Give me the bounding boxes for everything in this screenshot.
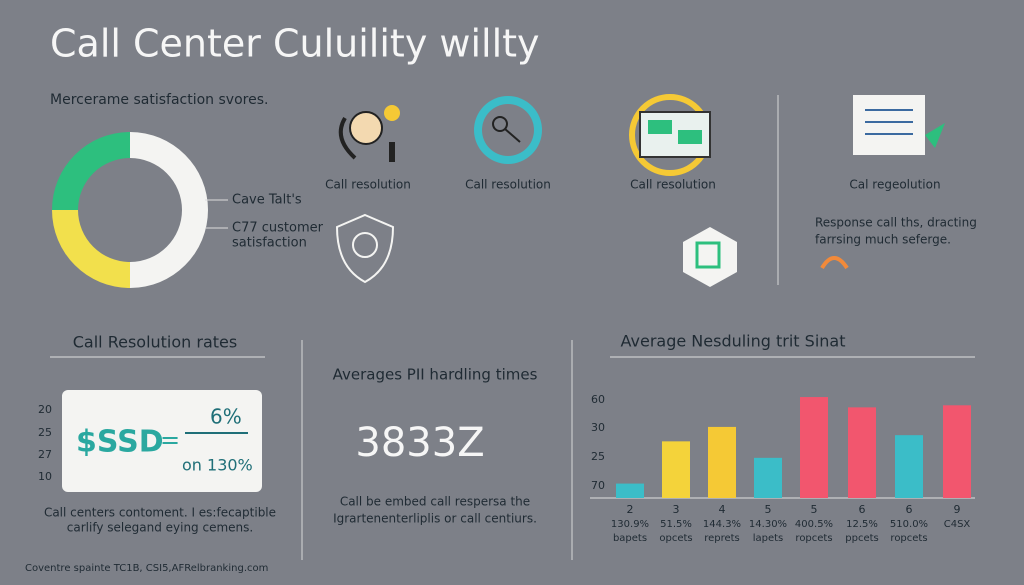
- x-tick-label: 6: [906, 503, 913, 516]
- donut-segment: [52, 210, 130, 288]
- note: farrsing much seferge.: [815, 233, 951, 247]
- chart-title: Average Nesduling trit Sinat: [621, 332, 846, 351]
- note: Response call ths, dracting: [815, 216, 977, 230]
- bar-sub-label: reprets: [704, 533, 740, 544]
- side-number: 25: [38, 426, 52, 439]
- bar-sub-label: 400.5%: [795, 519, 833, 530]
- side-number: 27: [38, 448, 52, 461]
- monitor-icon: [629, 94, 711, 176]
- bar: [616, 483, 644, 498]
- bar-sub-label: opcets: [659, 533, 692, 544]
- bar-sub-label: lapets: [753, 533, 784, 544]
- x-tick-label: 5: [765, 503, 772, 516]
- hex-icon: [683, 227, 737, 287]
- bar: [895, 435, 923, 498]
- legend-text: Cave Talt's: [232, 193, 302, 208]
- donut-segment: [130, 132, 208, 288]
- bar-sub-label: 12.5%: [846, 519, 878, 530]
- x-tick-label: 9: [954, 503, 961, 516]
- title: Call Center Culuility willty: [50, 22, 540, 66]
- x-tick-label: 4: [719, 503, 726, 516]
- bar-sub-label: ropcets: [890, 533, 927, 544]
- bar: [754, 457, 782, 498]
- y-tick-label: 30: [591, 421, 605, 434]
- subtitle: Mercerame satisfaction svores.: [50, 92, 268, 108]
- card-top: 6%: [210, 405, 242, 429]
- bar-sub-label: 130.9%: [611, 519, 649, 530]
- x-tick-label: 5: [811, 503, 818, 516]
- section-title: Call Resolution rates: [73, 333, 237, 352]
- card-bottom: on 130%: [182, 456, 253, 475]
- icon-label: Call resolution: [630, 178, 716, 192]
- x-tick-label: 6: [859, 503, 866, 516]
- bar-sub-label: ppcets: [845, 533, 878, 544]
- caption: Call centers contoment. I es:fecaptible: [44, 506, 276, 520]
- donut: [52, 132, 208, 288]
- y-tick-label: 70: [591, 479, 605, 492]
- bar-sub-label: bapets: [613, 533, 647, 544]
- bar-sub-label: C4SX: [944, 519, 971, 530]
- bar: [943, 405, 971, 498]
- card-main: $SSD: [76, 425, 164, 460]
- section-title: Averages PII hardling times: [333, 366, 538, 384]
- search-icon: [474, 96, 542, 164]
- bar: [800, 397, 828, 498]
- arrow-icon: [820, 256, 849, 270]
- icon-label: Call resolution: [465, 178, 551, 192]
- icon-label: Call resolution: [325, 178, 411, 192]
- legend-text: satisfaction: [232, 236, 307, 251]
- bar-sub-label: 144.3%: [703, 519, 741, 530]
- card: [62, 390, 262, 492]
- bar-sub-label: 510.0%: [890, 519, 928, 530]
- bar-sub-label: 14.30%: [749, 519, 787, 530]
- x-tick-label: 3: [673, 503, 680, 516]
- bar: [708, 426, 736, 498]
- bar-sub-label: 51.5%: [660, 519, 692, 530]
- bar: [662, 441, 690, 498]
- big-number: 3833Z: [355, 420, 484, 466]
- legend-text: C77 customer: [232, 221, 324, 236]
- footer: Coventre spainte TC1B, CSI5,AFRelbrankin…: [25, 563, 268, 574]
- person-icon: [338, 105, 400, 162]
- donut-segment: [52, 132, 130, 210]
- card-eq: =: [160, 426, 180, 454]
- y-tick-label: 25: [591, 450, 605, 463]
- side-number: 10: [38, 470, 52, 483]
- shield-icon: [335, 213, 395, 284]
- y-tick-label: 60: [591, 393, 605, 406]
- side-number: 20: [38, 403, 52, 416]
- caption: Igrartenenterliplis or call centiurs.: [333, 512, 537, 526]
- bar-chart: 60 30 25 70 2 130.9% bapets 3 51.5% opcets 4 144.3%…: [591, 393, 971, 544]
- icon-label: Cal regeolution: [849, 178, 940, 192]
- bar-sub-label: ropcets: [795, 533, 832, 544]
- caption: carlify selegand eying cemens.: [67, 521, 253, 535]
- document-icon: [853, 95, 945, 155]
- bar: [848, 407, 876, 498]
- x-tick-label: 2: [627, 503, 634, 516]
- caption: Call be embed call respersa the: [340, 495, 530, 509]
